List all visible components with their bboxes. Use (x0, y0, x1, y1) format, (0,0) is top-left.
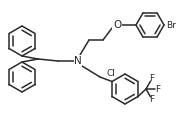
Text: Br: Br (166, 20, 176, 29)
Text: N: N (74, 56, 82, 66)
Text: O: O (113, 20, 121, 30)
Text: F: F (149, 74, 155, 83)
Text: F: F (149, 95, 155, 104)
Text: Cl: Cl (107, 69, 115, 78)
Text: F: F (155, 85, 161, 94)
